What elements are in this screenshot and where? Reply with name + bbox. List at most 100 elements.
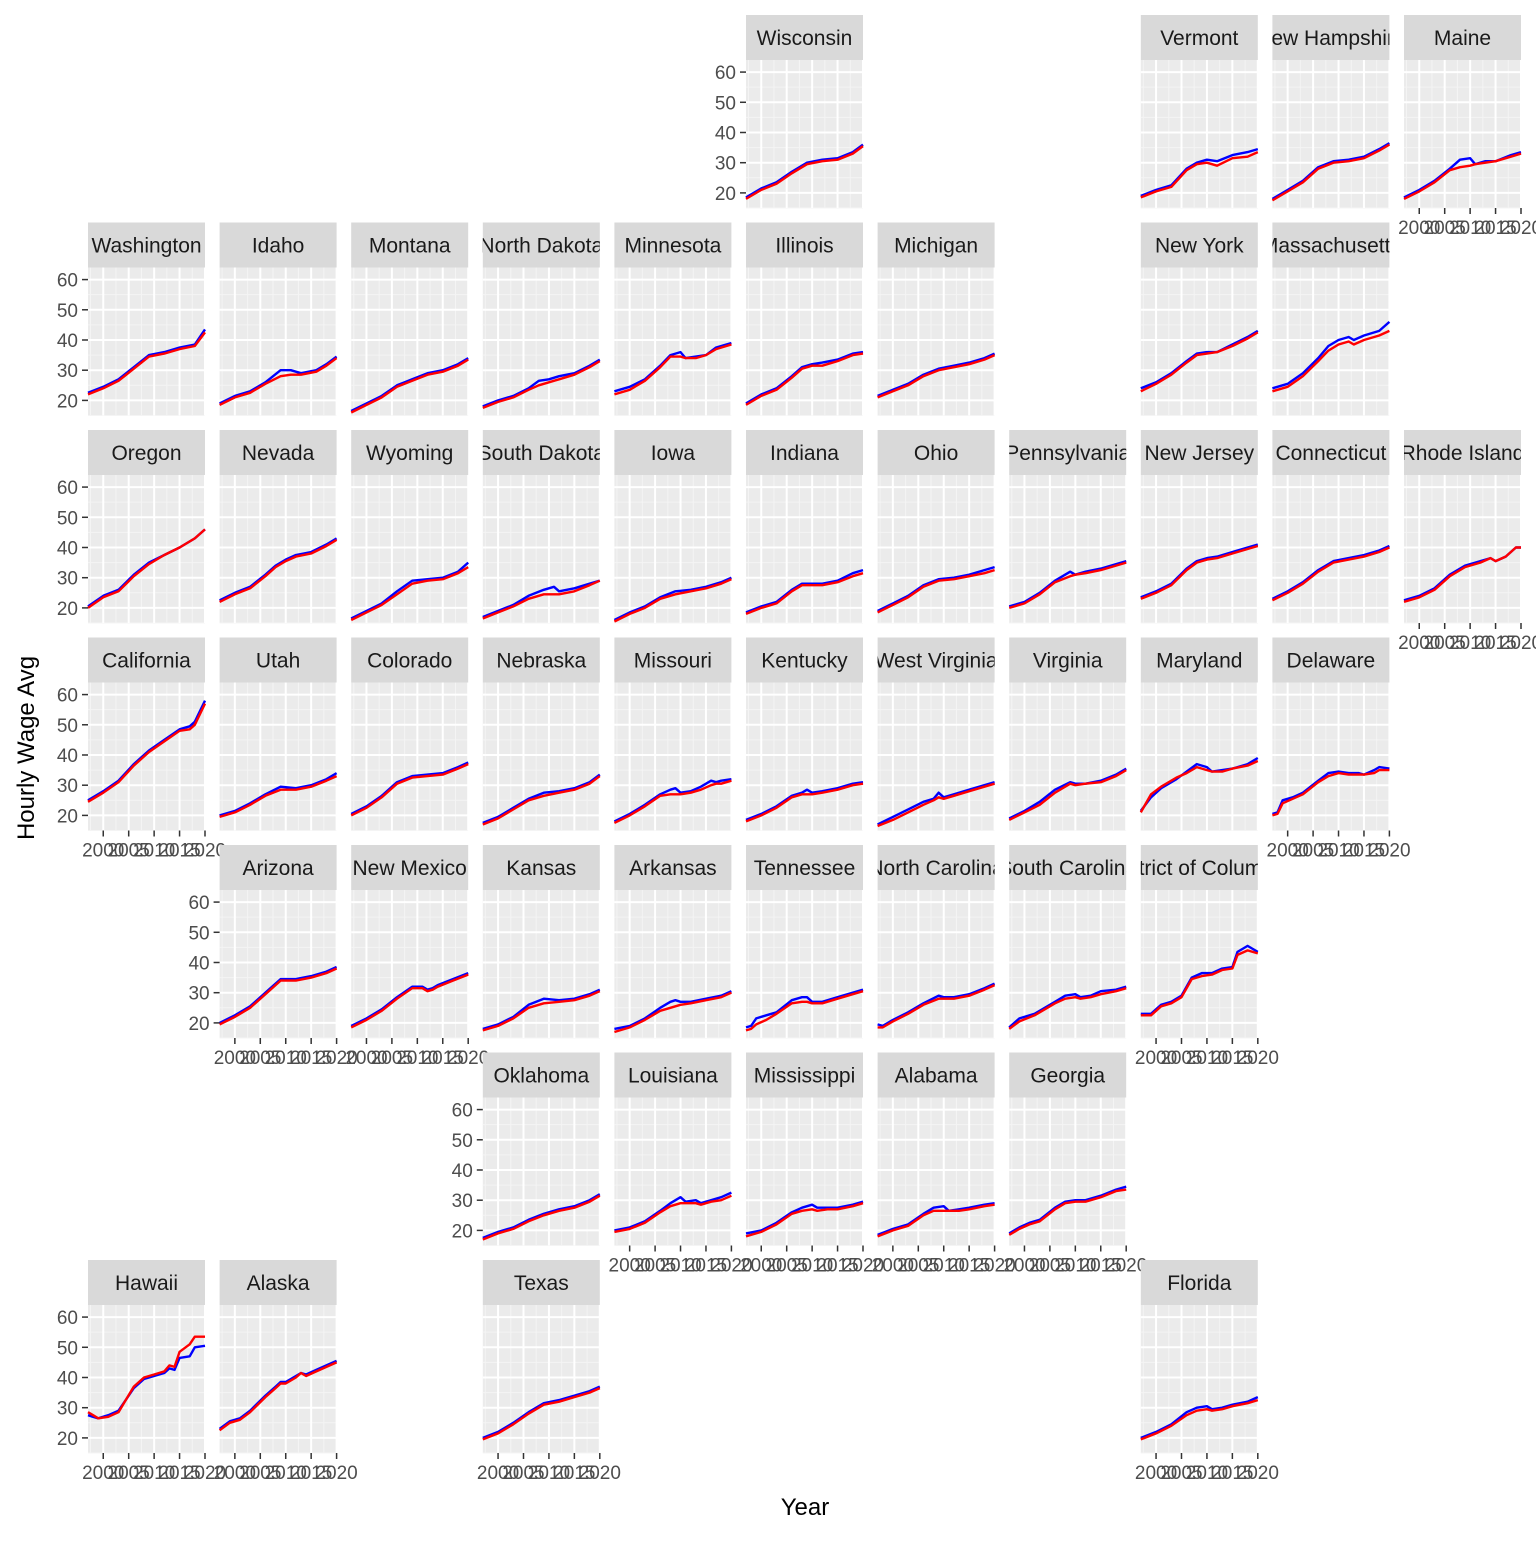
series-line-red — [1008, 561, 1127, 610]
facet-strip-label: Delaware — [1287, 650, 1376, 673]
y-tick-label: 60 — [715, 63, 736, 84]
panel-background — [88, 267, 205, 416]
panel-background — [1140, 475, 1258, 623]
facet-strip-label: Pennsylvania — [1005, 442, 1130, 465]
x-tick-label: 2000 — [1003, 1256, 1045, 1277]
facet-strip-label: Alaska — [247, 1272, 310, 1295]
facet-strip — [877, 637, 995, 683]
facet-strip-label: Idaho — [252, 235, 305, 258]
facet-panel-iowa: Iowa — [613, 430, 733, 624]
y-tick-label: 20 — [715, 184, 736, 205]
series-line-red — [1140, 331, 1259, 393]
facet-strip-label: Montana — [369, 235, 451, 258]
series-line-blue — [1271, 544, 1390, 600]
x-tick-label: 2000 — [1267, 841, 1309, 862]
x-tick-label: 2020 — [184, 1463, 226, 1484]
x-tick-label: 2020 — [184, 841, 226, 862]
series-line-red — [482, 990, 601, 1032]
y-tick-label: 60 — [452, 1101, 473, 1122]
x-tick-label: 2000 — [82, 1463, 124, 1484]
facet-panel-new-hampshire: New Hampshire — [1271, 15, 1391, 209]
y-tick-label: 60 — [57, 478, 78, 499]
y-tick-label: 60 — [57, 271, 78, 292]
series-line-red — [614, 343, 732, 396]
y-tick-label: 50 — [188, 923, 209, 944]
y-tick-label: 20 — [57, 599, 78, 620]
series-line-blue — [482, 1193, 601, 1240]
series-line-red — [219, 775, 338, 819]
x-tick-label: 2000 — [82, 841, 124, 862]
x-tick-label: 2005 — [1160, 1048, 1202, 1069]
series-line-red — [1139, 759, 1259, 813]
series-line-red — [613, 779, 732, 824]
series-line-red — [482, 1387, 601, 1441]
y-tick-label: 60 — [188, 893, 209, 914]
series-line-blue — [1140, 329, 1259, 390]
series-line-red — [745, 352, 864, 406]
facet-strip — [614, 637, 732, 683]
series-line-red — [87, 1335, 205, 1420]
series-line-red — [1403, 546, 1521, 604]
x-tick-label: 2010 — [265, 1463, 307, 1484]
facet-panel-west-virginia: West Virginia — [877, 637, 996, 831]
series-line-blue — [482, 773, 601, 825]
panel-background — [482, 475, 600, 623]
x-tick-label: 2010 — [1449, 633, 1491, 654]
facet-strip-label: Illinois — [775, 235, 833, 258]
facet-strip-label: Nebraska — [496, 650, 586, 673]
facet-strip — [1404, 15, 1521, 60]
x-tick-label: 2005 — [239, 1048, 281, 1069]
series-line-red — [1140, 949, 1259, 1017]
series-line-blue — [350, 971, 469, 1027]
series-line-red — [745, 145, 864, 200]
facet-strip — [351, 845, 469, 890]
facet-panel-massachusetts: Massachusetts — [1272, 222, 1391, 416]
facet-strip — [1272, 15, 1390, 60]
panel-background — [614, 267, 732, 416]
x-tick-label: 2020 — [579, 1463, 621, 1484]
y-tick-label: 20 — [452, 1221, 473, 1242]
facet-panel-pennsylvania: Pennsylvania — [1005, 430, 1130, 624]
series-line-blue — [745, 350, 864, 405]
facet-strip — [351, 637, 469, 683]
facet-strip — [482, 1260, 600, 1305]
facet-strip — [482, 637, 600, 683]
series-line-red — [1271, 546, 1390, 602]
x-tick-label: 2020 — [710, 1256, 752, 1277]
series-line-blue — [1140, 543, 1259, 599]
y-tick-label: 50 — [57, 301, 78, 322]
panel-background — [1009, 1097, 1127, 1246]
facet-strip — [1009, 845, 1127, 890]
facet-strip-label: Connecticut — [1275, 442, 1386, 465]
x-tick-label: 2010 — [133, 841, 175, 862]
facet-strip — [614, 845, 732, 890]
series-line-red — [745, 782, 864, 823]
panel-background — [746, 267, 863, 416]
x-tick-label: 2015 — [158, 1463, 200, 1484]
panel-background — [351, 890, 469, 1038]
panel-background — [614, 890, 732, 1038]
x-tick-label: 2010 — [396, 1048, 438, 1069]
x-tick-label: 2010 — [1449, 218, 1491, 239]
facet-strip-label: Hawaii — [115, 1272, 178, 1295]
series-line-red — [1271, 143, 1391, 202]
facet-strip-label: Nevada — [242, 442, 315, 465]
series-line-blue — [745, 1200, 864, 1235]
facet-strip — [219, 637, 337, 683]
facet-strip — [1009, 1052, 1127, 1098]
series-line-red — [350, 973, 469, 1029]
panel-background — [1272, 475, 1390, 623]
panel-background — [1404, 60, 1521, 208]
facet-strip-label: New Jersey — [1144, 442, 1254, 465]
series-line-red — [877, 984, 996, 1029]
facet-strip-label: Maine — [1434, 27, 1491, 50]
panel-background — [482, 267, 600, 416]
panel-background — [1404, 475, 1521, 623]
series-line-red — [877, 568, 995, 614]
